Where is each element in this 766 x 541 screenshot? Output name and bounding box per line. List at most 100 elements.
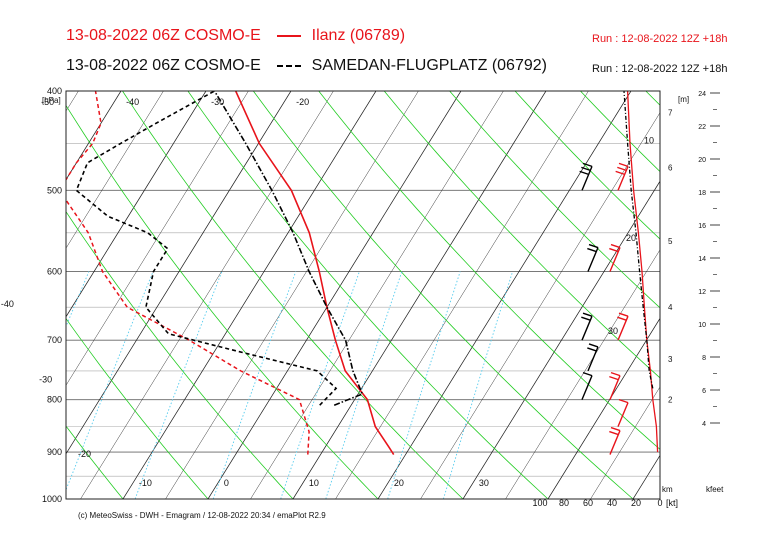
kfeet-tick-16: 16 bbox=[698, 223, 706, 230]
title-ilanz-date: 13-08-2022 06Z COSMO-E bbox=[66, 27, 261, 44]
ilanz-wind-barb-600 bbox=[609, 243, 621, 272]
samedan-wind-barb-400-flag bbox=[584, 76, 593, 79]
wind-profile-label-10: 10 bbox=[644, 135, 654, 145]
dry-adiabat-30 bbox=[122, 91, 464, 499]
samedan-wind-barb-800-staff bbox=[581, 375, 593, 400]
pressure-tick-1000: 1000 bbox=[42, 494, 62, 504]
mixing-ratio-10 bbox=[325, 271, 403, 499]
height-m-tick-4: 4 bbox=[668, 303, 673, 312]
title-ilanz-series: Ilanz (06789) bbox=[311, 27, 406, 44]
isotherm-label-bottom-0: 0 bbox=[224, 478, 229, 488]
isotherm--20 bbox=[66, 91, 292, 455]
samedan-wind-barb-750-flag bbox=[588, 343, 599, 348]
dry-adiabat-70 bbox=[383, 91, 660, 379]
samedan-wind-barb-400-flag bbox=[589, 64, 598, 67]
isotherm-45 bbox=[590, 386, 660, 499]
mixing-ratio-16 bbox=[387, 271, 461, 499]
kfeet-tick-20: 20 bbox=[698, 157, 706, 164]
isotherm--40 bbox=[66, 91, 122, 181]
samedan-wind-barb-500-flag bbox=[582, 162, 593, 168]
mixing-ratio-7 bbox=[280, 271, 360, 499]
isotherm-label-bottom--10: -10 bbox=[139, 478, 152, 488]
isotherm--45 bbox=[66, 91, 79, 112]
ilanz-wind-barb-905-staff bbox=[609, 430, 621, 455]
samedan-wind-barb-500-flag bbox=[581, 166, 591, 172]
height-m-tick-7: 7 bbox=[668, 109, 673, 118]
mixing-ratio-4 bbox=[212, 271, 297, 499]
ilanz-wind-barb-400-flag bbox=[609, 68, 618, 71]
profiles bbox=[66, 91, 395, 456]
wind-profile-label-20: 20 bbox=[626, 233, 636, 243]
isotherm-40 bbox=[547, 317, 660, 499]
isotherm--50 bbox=[0, 91, 36, 499]
samedan-wind-barb-750-staff bbox=[587, 346, 599, 372]
samedan-legend-line bbox=[277, 64, 302, 67]
ilanz-wind-barb-905-flag bbox=[610, 426, 621, 432]
ilanz-wind-barb-400-flag bbox=[606, 76, 615, 79]
ilanz-wind-barb-600-flag bbox=[609, 247, 619, 253]
isotherm--5 bbox=[165, 91, 419, 499]
ilanz-wind-barb-800-flag bbox=[609, 375, 619, 381]
pressure-tick-800: 800 bbox=[47, 395, 62, 405]
isotherm-label-bottom-30: 30 bbox=[479, 478, 489, 488]
ilanz-wind-barb-700-staff bbox=[617, 315, 629, 341]
samedan-wind-barb-500-staff bbox=[581, 166, 593, 191]
ilanz-wind-barb-850-flag bbox=[618, 398, 629, 404]
dry-adiabat--20 bbox=[0, 91, 38, 499]
ilanz-wind-barb-700-flag bbox=[617, 316, 627, 321]
isotherm-label-top--50: -50 bbox=[41, 97, 54, 107]
km-axis-label: km bbox=[662, 485, 673, 494]
pressure-tick-900: 900 bbox=[47, 447, 62, 457]
ilanz-wind-barb-400-flag bbox=[608, 72, 617, 75]
ilanz-wind-barb-500-flag bbox=[618, 162, 629, 168]
samedan-wind-barb-700-flag bbox=[582, 312, 593, 317]
mixing-ratio-1 bbox=[66, 271, 154, 491]
ilanz-temperature-line bbox=[234, 91, 395, 456]
dry-adiabat-50 bbox=[252, 91, 634, 499]
samedan-wind-barb-600 bbox=[587, 243, 599, 272]
isotherm-30 bbox=[462, 180, 660, 499]
kfeet-tick-10: 10 bbox=[698, 322, 706, 329]
samedan-wind-barb-800-flag bbox=[582, 371, 593, 377]
wind-axis-tick-80: 80 bbox=[559, 498, 569, 508]
mixing-ratio-2 bbox=[134, 271, 223, 499]
title-samedan: 13-08-2022 06Z COSMO-E SAMEDAN-FLUGPLATZ… bbox=[66, 57, 547, 75]
pressure-tick-400: 400 bbox=[47, 86, 62, 96]
title-samedan-date: 13-08-2022 06Z COSMO-E bbox=[66, 57, 261, 74]
samedan-temperature-line bbox=[213, 91, 364, 406]
height-m-tick-3: 3 bbox=[668, 355, 673, 364]
pressure-axis-label: [hPa] bbox=[42, 96, 61, 105]
samedan-wind-barb-500 bbox=[579, 162, 593, 191]
run-ilanz: Run : 12-08-2022 12Z +18h bbox=[592, 33, 728, 45]
isotherm-0 bbox=[207, 91, 462, 499]
ilanz-wind-barb-700 bbox=[617, 312, 629, 341]
background-lines bbox=[0, 91, 660, 499]
dry-adiabat-10 bbox=[66, 210, 294, 499]
wind-axis-tick-40: 40 bbox=[607, 498, 617, 508]
pressure-tick-500: 500 bbox=[47, 185, 62, 195]
samedan-wind-barb-600-staff bbox=[587, 247, 599, 272]
wind-profile-label-30: 30 bbox=[608, 326, 618, 336]
ilanz-wind-barb-500-staff bbox=[617, 166, 629, 191]
height-m-axis-label: [m] bbox=[678, 95, 689, 104]
isotherm-label-bottom-10: 10 bbox=[309, 478, 319, 488]
kfeet-tick-14: 14 bbox=[698, 256, 706, 263]
dry-adiabat-90 bbox=[514, 91, 660, 240]
wind-axis-tick-100: 100 bbox=[532, 498, 547, 508]
isotherm-label-left--40: -40 bbox=[1, 299, 14, 309]
dry-adiabat-80 bbox=[449, 91, 660, 309]
ilanz-wind-barb-400-flag bbox=[611, 64, 620, 67]
samedan-wind-barb-400-flag bbox=[587, 68, 596, 71]
isotherm--35 bbox=[66, 91, 164, 249]
isotherm--10 bbox=[122, 91, 377, 499]
height-m-tick-2: 2 bbox=[668, 396, 673, 405]
ilanz-wind-barb-500 bbox=[615, 162, 629, 191]
mixing-ratio-24 bbox=[442, 271, 514, 499]
ilanz-wind-speed-line bbox=[626, 91, 659, 453]
pressure-tick-700: 700 bbox=[47, 335, 62, 345]
dry-adiabat-100 bbox=[580, 91, 660, 173]
samedan-wind-speed-line bbox=[623, 91, 654, 389]
isotherm-25 bbox=[420, 112, 660, 499]
samedan-wind-barb-800 bbox=[581, 371, 593, 400]
samedan-wind-barb-500-flag bbox=[579, 170, 589, 176]
